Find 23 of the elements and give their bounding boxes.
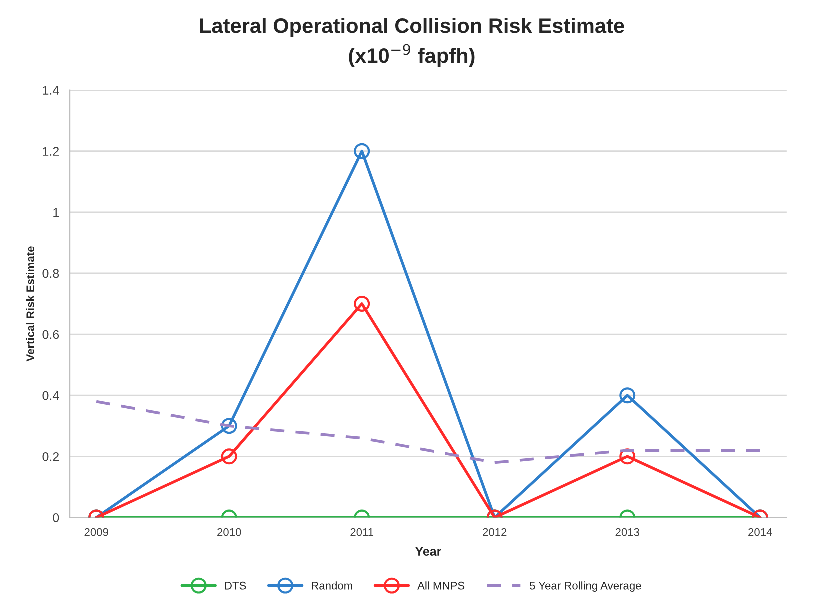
y-tick-label: 1 xyxy=(54,208,60,217)
legend-label: DTS xyxy=(225,582,246,590)
y-tick-label: 1.2 xyxy=(43,147,59,156)
y-tick-label: 0 xyxy=(53,514,60,522)
x-axis-title: Year xyxy=(415,547,442,556)
x-tick-label: 2011 xyxy=(350,528,374,536)
chart-title: Lateral Operational Collision Risk Estimate xyxy=(200,18,624,38)
chart-subtitle: (x10$^{−9}$ fapfh) xyxy=(349,44,475,68)
legend-label: 5 Year Rolling Average xyxy=(530,582,642,592)
x-tick-label: 2013 xyxy=(616,528,640,536)
x-tick-label: 2010 xyxy=(218,528,242,536)
y-axis-title: Vertical Risk Estimate xyxy=(26,246,34,362)
legend-label: All MNPS xyxy=(418,582,465,590)
y-tick-label: 0.2 xyxy=(42,452,59,462)
y-tick-label: 0.8 xyxy=(42,269,60,278)
x-tick-label: 2012 xyxy=(483,528,507,536)
line-series xyxy=(95,400,762,464)
y-tick-label: 0.4 xyxy=(42,391,60,400)
legend-label: Random xyxy=(312,582,352,590)
x-tick-label: 2009 xyxy=(84,528,108,536)
x-tick-label: 2014 xyxy=(748,528,772,536)
y-tick-label: 1.4 xyxy=(43,86,60,95)
y-tick-label: 0.6 xyxy=(42,330,60,340)
